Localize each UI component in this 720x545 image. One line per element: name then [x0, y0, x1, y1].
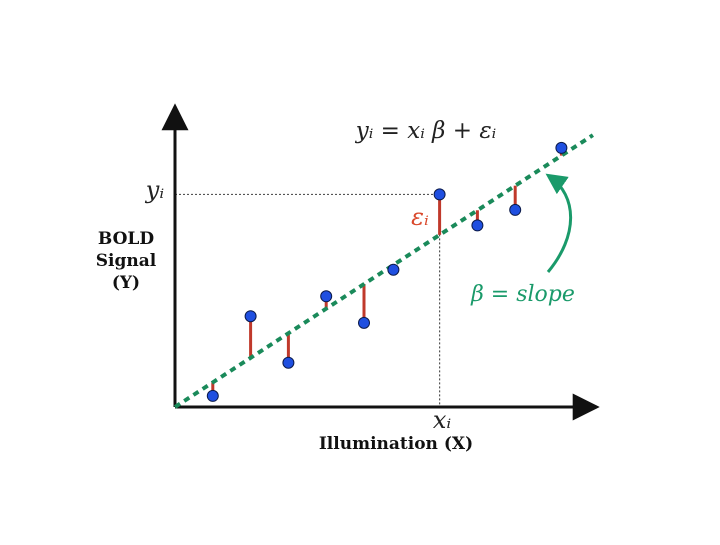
y-axis-label-line: BOLD	[97, 229, 155, 249]
slope-label: β = slope	[470, 282, 575, 307]
y-tick-label: yᵢ	[145, 176, 165, 204]
x-tick-label: xᵢ	[433, 406, 452, 434]
data-point	[471, 219, 484, 232]
data-point	[358, 316, 370, 329]
residual-lines	[211, 147, 563, 396]
data-points	[206, 141, 568, 402]
y-axis-label: BOLD Signal (Y)	[78, 228, 174, 294]
data-point	[282, 356, 295, 369]
data-point	[433, 188, 446, 201]
data-point	[206, 389, 219, 402]
x-axis-label: Illumination (X)	[318, 434, 474, 454]
equation-label: yᵢ = xᵢ β + εᵢ	[355, 118, 497, 144]
data-point	[387, 263, 400, 276]
data-point	[555, 141, 568, 154]
data-point	[244, 310, 257, 323]
data-point	[509, 203, 522, 216]
residual-label: εᵢ	[411, 203, 429, 231]
slope-arrow	[545, 173, 573, 273]
y-axis-label-line: Signal	[95, 251, 157, 271]
y-axis-label-line: (Y)	[111, 273, 141, 293]
fit-line	[173, 133, 594, 409]
data-point	[320, 290, 333, 303]
